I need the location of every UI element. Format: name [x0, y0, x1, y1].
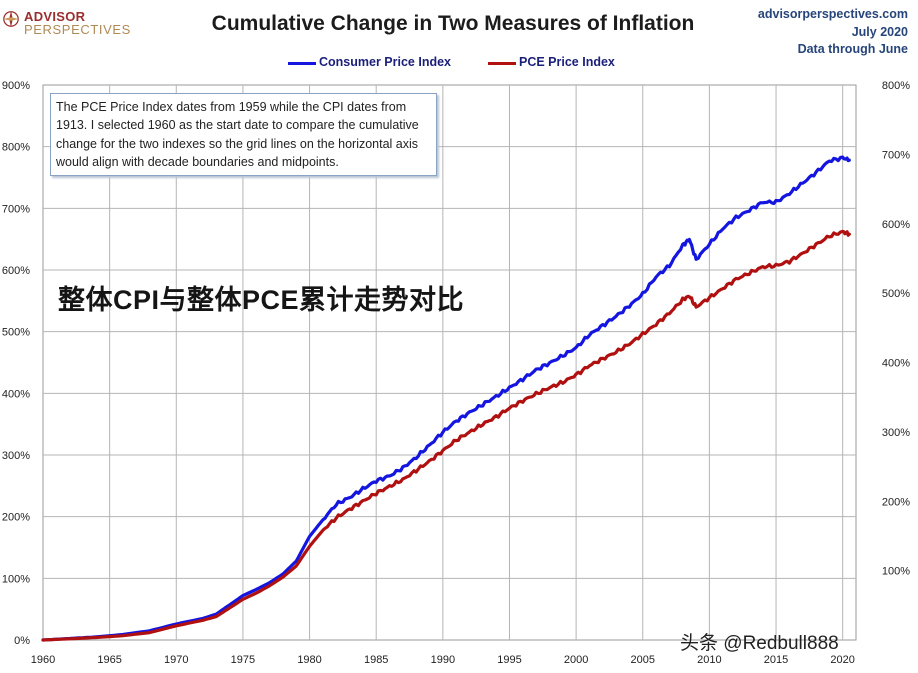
x-tick-label: 2015 — [764, 654, 788, 666]
x-tick-label: 1990 — [431, 654, 455, 666]
annotation-note: The PCE Price Index dates from 1959 whil… — [50, 93, 437, 177]
y-tick-left-label: 0% — [14, 635, 30, 647]
overlay-caption: 整体CPI与整体PCE累计走势对比 — [58, 285, 465, 315]
source-date: July 2020 — [851, 24, 908, 39]
logo-text-advisor: ADVISOR — [24, 9, 86, 24]
x-tick-label: 1995 — [497, 654, 521, 666]
y-tick-right-label: 700% — [882, 149, 910, 161]
x-tick-label: 2005 — [631, 654, 655, 666]
y-tick-right-label: 500% — [882, 288, 910, 300]
source-note: Data through June — [797, 42, 908, 56]
plot-area — [42, 84, 857, 641]
source-site: advisorperspectives.com — [757, 7, 908, 21]
logo: ADVISOR PERSPECTIVES — [2, 8, 152, 38]
y-tick-left-label: 700% — [2, 203, 30, 215]
legend-swatch-cpi — [288, 62, 316, 65]
watermark: 头条 @Redbull888 — [680, 633, 839, 654]
y-tick-right-label: 200% — [882, 496, 910, 508]
series-line-pce — [41, 229, 851, 642]
y-tick-left-label: 100% — [2, 573, 30, 585]
x-tick-label: 2020 — [830, 654, 854, 666]
y-tick-left-label: 200% — [2, 512, 30, 524]
y-tick-left-label: 300% — [2, 450, 30, 462]
legend-swatch-pce — [488, 62, 516, 65]
y-tick-left-label: 600% — [2, 265, 30, 277]
x-tick-label: 2000 — [564, 654, 588, 666]
x-tick-label: 2010 — [697, 654, 721, 666]
chart-title: Cumulative Change in Two Measures of Inf… — [211, 12, 695, 35]
legend-label-cpi: Consumer Price Index — [319, 55, 451, 69]
x-tick-label: 1980 — [297, 654, 321, 666]
x-tick-label: 1960 — [31, 654, 55, 666]
legend-label-pce: PCE Price Index — [519, 55, 615, 69]
series-line-cpi — [41, 155, 851, 642]
x-tick-label: 1970 — [164, 654, 188, 666]
source-info: advisorperspectives.com July 2020 Data t… — [758, 6, 908, 59]
logo-text-perspectives: PERSPECTIVES — [24, 22, 131, 37]
y-tick-right-label: 800% — [882, 80, 910, 92]
y-tick-right-label: 100% — [882, 566, 910, 578]
y-tick-right-label: 400% — [882, 358, 910, 370]
y-tick-left-label: 500% — [2, 327, 30, 339]
x-tick-label: 1965 — [97, 654, 121, 666]
y-tick-left-label: 400% — [2, 388, 30, 400]
y-tick-right-label: 600% — [882, 219, 910, 231]
compass-rose-icon — [2, 10, 20, 28]
y-tick-left-label: 800% — [2, 142, 30, 154]
y-tick-right-label: 300% — [882, 427, 910, 439]
y-tick-left-label: 900% — [2, 80, 30, 92]
x-tick-label: 1985 — [364, 654, 388, 666]
x-tick-label: 1975 — [231, 654, 255, 666]
